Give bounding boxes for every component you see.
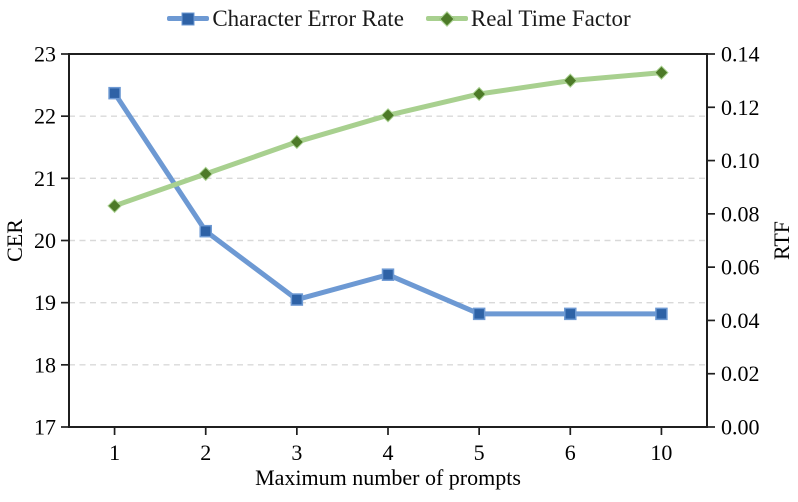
legend-label-cer: Character Error Rate: [212, 6, 404, 31]
legend-label-rtf: Real Time Factor: [470, 6, 631, 31]
data-point-diamond: [198, 166, 213, 182]
y-right-tick-label: 0.02: [721, 361, 760, 386]
data-point-square: [472, 307, 486, 321]
data-point-square: [290, 293, 304, 306]
data-point-square: [199, 224, 212, 238]
y-left-tick-label: 19: [34, 290, 56, 315]
y-right-tick-label: 0.08: [721, 201, 760, 226]
x-tick-label: 1: [109, 440, 120, 465]
data-point-diamond: [471, 86, 487, 102]
y-right-axis-title: RTF: [769, 221, 794, 260]
y-left-tick-label: 21: [34, 166, 56, 191]
chart-legend: Character Error Rate Real Time Factor: [0, 6, 798, 31]
data-point-diamond: [380, 108, 396, 123]
y-right-tick-label: 0.04: [721, 308, 760, 333]
x-tick-label: 10: [650, 440, 672, 465]
data-point-square: [564, 307, 577, 321]
cer-line-square-icon: [167, 12, 210, 26]
data-point-diamond: [563, 73, 578, 88]
data-point-square: [108, 86, 121, 100]
y-right-tick-label: 0.00: [721, 415, 760, 440]
data-point-diamond: [654, 65, 669, 80]
y-left-tick-label: 18: [34, 352, 56, 377]
series-line-right: [112, 70, 664, 209]
y-left-tick-label: 20: [34, 228, 56, 253]
y-right-tick-label: 0.14: [721, 42, 760, 67]
data-point-diamond: [107, 198, 122, 214]
data-point-square: [655, 307, 668, 321]
y-left-tick-label: 17: [34, 415, 56, 440]
rtf-line-diamond-icon: [425, 10, 468, 27]
x-tick-label: 5: [474, 440, 485, 465]
data-point-square: [381, 268, 395, 281]
x-tick-label: 3: [291, 440, 302, 465]
x-tick-label: 6: [565, 440, 576, 465]
x-tick-label: 2: [200, 440, 211, 465]
y-right-tick-label: 0.10: [721, 148, 760, 173]
y-left-tick-label: 23: [34, 42, 56, 67]
x-tick-label: 4: [383, 440, 394, 465]
legend-item-real-time-factor: Real Time Factor: [425, 6, 631, 31]
y-right-tick-label: 0.12: [721, 95, 760, 120]
legend-item-character-error-rate: Character Error Rate: [167, 6, 404, 31]
y-left-axis-title: CER: [2, 219, 27, 262]
y-right-tick-label: 0.06: [721, 255, 760, 280]
y-left-tick-label: 22: [34, 104, 56, 129]
x-axis-title: Maximum number of prompts: [255, 465, 521, 490]
data-point-diamond: [289, 134, 305, 150]
